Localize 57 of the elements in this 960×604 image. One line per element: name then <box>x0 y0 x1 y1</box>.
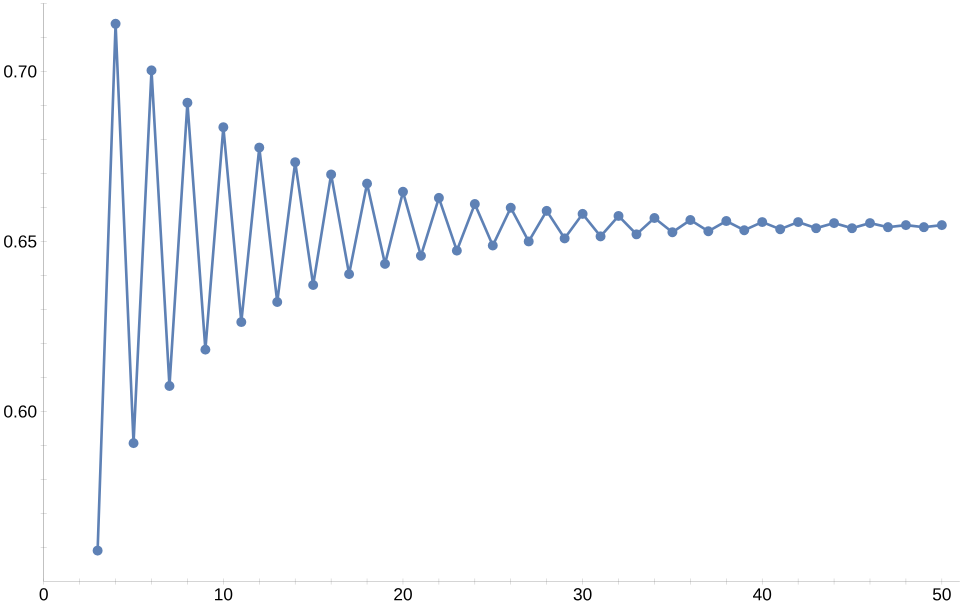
y-tick-label: 0.60 <box>4 405 36 418</box>
point <box>182 98 192 108</box>
x-tick-label: 50 <box>932 588 951 601</box>
point <box>110 18 121 29</box>
point <box>92 546 103 556</box>
point <box>326 170 336 180</box>
point <box>865 218 875 228</box>
point <box>218 122 228 132</box>
point <box>380 258 390 269</box>
x-tick-label: 10 <box>215 588 232 601</box>
y-tick-label: 0.70 <box>4 65 36 78</box>
point <box>918 222 929 232</box>
point <box>560 233 570 244</box>
point <box>416 250 426 261</box>
point <box>596 231 606 242</box>
point <box>488 240 498 251</box>
point <box>452 246 462 256</box>
point <box>811 223 822 234</box>
x-tick-label: 0 <box>40 588 48 601</box>
point <box>290 157 300 168</box>
point <box>200 344 210 355</box>
point <box>614 211 624 222</box>
point <box>882 222 893 232</box>
point <box>254 142 264 153</box>
point <box>524 236 534 247</box>
point <box>272 297 282 308</box>
point <box>847 223 858 234</box>
point <box>578 208 588 219</box>
point <box>164 381 174 392</box>
point <box>506 202 516 213</box>
point <box>900 220 911 230</box>
point <box>631 229 642 240</box>
point <box>793 217 804 228</box>
point <box>146 65 156 76</box>
y-tick-label: 0.65 <box>4 235 36 248</box>
point <box>470 199 480 210</box>
point <box>685 215 696 226</box>
point <box>936 220 947 230</box>
point <box>721 216 732 226</box>
point <box>829 218 840 228</box>
point <box>362 178 372 189</box>
point <box>308 280 318 290</box>
x-tick-label: 30 <box>574 588 592 601</box>
point <box>775 224 786 234</box>
point <box>667 227 678 238</box>
point <box>757 217 768 228</box>
point <box>649 213 660 224</box>
x-tick-label: 40 <box>752 588 772 601</box>
point <box>128 438 139 448</box>
point <box>344 269 354 280</box>
point <box>542 206 552 216</box>
point <box>236 317 246 328</box>
x-tick-label: 20 <box>394 588 412 601</box>
point <box>434 193 444 203</box>
point <box>398 186 408 197</box>
point <box>703 226 714 236</box>
point <box>739 225 750 236</box>
